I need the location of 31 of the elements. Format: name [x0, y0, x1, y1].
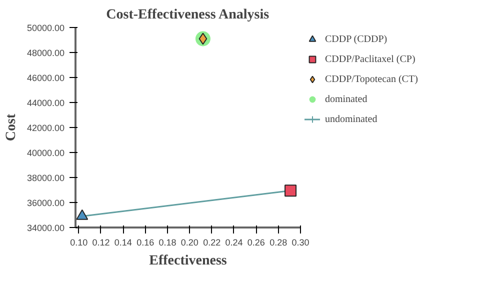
x-tick-label: 0.14 — [114, 238, 132, 248]
x-axis-title: Effectiveness — [149, 254, 228, 268]
point — [76, 209, 88, 220]
y-tick-label: 42000.00 — [26, 123, 65, 133]
point — [198, 32, 208, 45]
x-tick-label: 0.28 — [270, 238, 288, 248]
legend-label: CDDP/Topotecan (CT) — [325, 72, 418, 86]
y-tick-label: 44000.00 — [26, 98, 65, 108]
y-tick-label: 36000.00 — [26, 198, 65, 208]
x-tick-label: 0.20 — [180, 238, 198, 248]
x-tick-label: 0.22 — [203, 238, 221, 248]
legend-label: CDDP (CDDP) — [325, 32, 388, 46]
x-tick-label: 0.30 — [292, 238, 310, 248]
y-tick-label: 38000.00 — [26, 173, 65, 183]
x-tick-label: 0.26 — [247, 238, 265, 248]
y-tick-label: 48000.00 — [26, 48, 65, 58]
x-tick-label: 0.12 — [92, 238, 110, 248]
legend-label: CDDP/Paclitaxel (CP) — [325, 52, 416, 66]
x-tick-label: 0.18 — [158, 238, 176, 248]
x-tick-label: 0.16 — [136, 238, 154, 248]
x-tick-label: 0.10 — [70, 238, 88, 248]
legend-label: undominated — [325, 112, 378, 126]
legend-label: dominated — [325, 92, 368, 106]
y-tick-label: 50000.00 — [26, 23, 65, 33]
y-tick-label: 34000.00 — [26, 223, 65, 233]
y-tick-label: 40000.00 — [26, 148, 65, 158]
y-tick-label: 46000.00 — [26, 73, 65, 83]
chart-title: Cost-Effectiveness Analysis — [106, 8, 270, 22]
x-tick-label: 0.24 — [225, 238, 243, 248]
y-axis-title: Cost — [4, 114, 19, 142]
point — [284, 184, 297, 197]
